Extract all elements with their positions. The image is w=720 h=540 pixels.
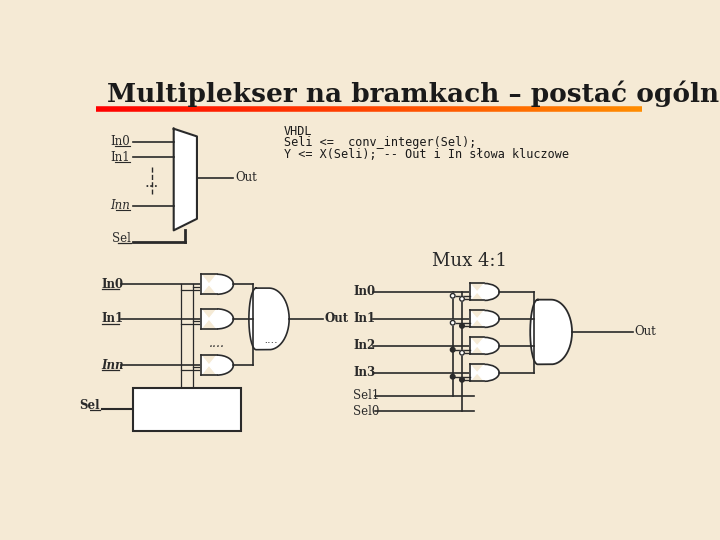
Text: Inn: Inn (102, 359, 124, 372)
Text: Dekoder kodu
binarnego na 1 z n: Dekoder kodu binarnego na 1 z n (134, 399, 240, 420)
Text: In1: In1 (111, 151, 130, 164)
Text: Sel1: Sel1 (354, 389, 379, 402)
Text: In0: In0 (111, 136, 130, 148)
Circle shape (459, 296, 464, 301)
FancyBboxPatch shape (132, 388, 241, 430)
Polygon shape (201, 274, 233, 294)
Text: Sel: Sel (112, 232, 131, 245)
Text: Mux 4:1: Mux 4:1 (432, 252, 508, 271)
Text: In0: In0 (102, 278, 124, 291)
Text: Seli <=  conv_integer(Sel);: Seli <= conv_integer(Sel); (284, 137, 476, 150)
Circle shape (451, 320, 455, 325)
Text: In3: In3 (354, 366, 376, 379)
Text: Out: Out (235, 171, 258, 184)
Polygon shape (469, 364, 499, 381)
Text: Y <= X(Seli); -- Out i In słowa kluczowe: Y <= X(Seli); -- Out i In słowa kluczowe (284, 148, 569, 161)
Text: In1: In1 (102, 313, 124, 326)
Polygon shape (201, 355, 233, 375)
Text: Sel: Sel (80, 399, 100, 411)
Text: ...: ... (145, 176, 159, 190)
Text: In2: In2 (354, 339, 376, 353)
Circle shape (459, 377, 464, 382)
Polygon shape (174, 129, 197, 231)
Circle shape (451, 374, 455, 379)
Circle shape (451, 294, 455, 298)
Polygon shape (469, 310, 499, 327)
Text: Sel0: Sel0 (354, 405, 380, 418)
Polygon shape (201, 309, 233, 329)
Text: In1: In1 (354, 313, 376, 326)
Text: Inn: Inn (110, 199, 130, 212)
Text: ....: .... (209, 337, 225, 350)
Polygon shape (249, 288, 289, 350)
Text: In0: In0 (354, 286, 376, 299)
Text: VHDL: VHDL (284, 125, 312, 138)
Text: Multiplekser na bramkach – postać ogólna: Multiplekser na bramkach – postać ogólna (107, 81, 720, 107)
Polygon shape (530, 300, 572, 365)
Circle shape (459, 323, 464, 328)
Circle shape (459, 350, 464, 355)
Text: Out: Out (325, 313, 349, 326)
Text: ....: .... (264, 335, 278, 345)
Polygon shape (469, 338, 499, 354)
Polygon shape (469, 284, 499, 300)
Circle shape (451, 347, 455, 352)
Text: Out: Out (635, 326, 657, 339)
